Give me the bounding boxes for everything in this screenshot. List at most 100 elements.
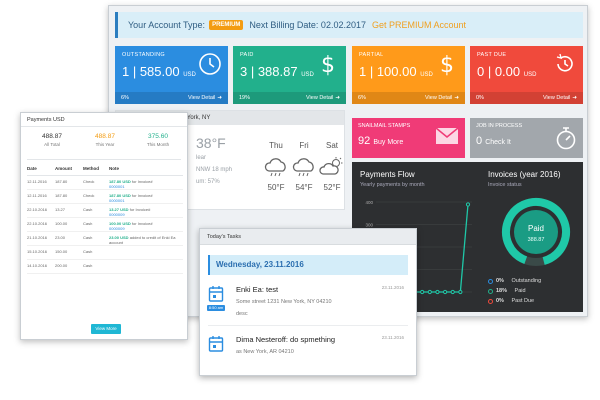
cell-note: 23.00 USD added to credit of Enki Ea acc… <box>109 231 183 246</box>
dollar-icon: $ <box>440 53 454 76</box>
summary-all-total: 488.87 All Total <box>42 133 62 147</box>
donut-center-label: Paid <box>528 224 544 233</box>
cloud-rain-icon <box>292 158 314 177</box>
cell-note <box>109 259 183 274</box>
view-more-button[interactable]: View More <box>91 324 121 334</box>
tile-percent: 6% <box>121 95 129 101</box>
cell-amount: 187.80 <box>55 189 83 204</box>
table-row: 14.10.2016 200.00 Cash <box>27 259 183 274</box>
cell-amount: 187.80 <box>55 175 83 190</box>
arrow-circle-icon: ➜ <box>217 95 222 101</box>
cell-amount: 13.27 <box>55 203 83 218</box>
column-header: Date <box>27 163 55 176</box>
tile-label: OUTSTANDING <box>122 52 165 58</box>
tile-label: SNAILMAIL STAMPS <box>358 123 411 129</box>
tile-label: PARTIAL <box>359 52 384 58</box>
data-point <box>450 289 455 295</box>
tasks-title: Today's Tasks <box>200 229 416 245</box>
cell-note: 187.80 USD for Invoice# 0000001 <box>109 189 183 204</box>
snailmail-stamps-tile[interactable]: SNAILMAIL STAMPS 92 Buy More <box>352 118 465 158</box>
data-point <box>458 289 463 295</box>
check-it-link[interactable]: Check It <box>485 139 511 146</box>
task-date: 23.11.2016 <box>381 285 404 290</box>
invoice-link[interactable]: 0000009 <box>109 211 125 217</box>
svg-text:$: $ <box>440 53 454 76</box>
payments-card: Payments USD 488.87 All Total 488.87 This … <box>20 112 188 340</box>
cell-date: 22.10.2016 <box>27 217 55 232</box>
tile-value: 92 Buy More <box>358 135 404 147</box>
calendar-icon <box>208 336 224 352</box>
tasks-date-banner: Wednesday, 23.11.2016 <box>208 255 408 275</box>
svg-text:$: $ <box>321 53 335 76</box>
invoice-link[interactable]: 0000009 <box>109 225 125 231</box>
cell-amount: 150.00 <box>55 245 83 260</box>
payments-card-title: Payments USD <box>21 113 187 127</box>
task-title: Dima Nesteroff: do spmething <box>236 335 336 344</box>
tile-percent: 19% <box>239 95 251 101</box>
task-address: Some street 1231 New York, NY 04210 <box>236 299 332 305</box>
buy-more-link[interactable]: Buy More <box>373 139 404 146</box>
cell-note: 100.00 USD for Invoice# 0000009 <box>109 217 183 232</box>
current-condition: lear <box>196 155 207 161</box>
data-point <box>427 289 432 295</box>
tile-footer: 19% View Detail ➜ <box>233 92 346 104</box>
task-item[interactable]: 8:50 am Enki Ea: test 23.11.2016 Some st… <box>207 281 408 321</box>
tile-label: PAID <box>240 52 254 58</box>
task-item[interactable]: Dima Nesteroff: do spmething 23.11.2016 … <box>208 331 408 371</box>
tile-label: PAST DUE <box>477 52 507 58</box>
tile-value: 1 | 100.00 USD <box>359 64 433 79</box>
tile-percent: 0% <box>476 95 484 101</box>
dollar-icon: $ <box>321 53 335 76</box>
stopwatch-icon <box>556 127 576 150</box>
column-header: Method <box>83 163 109 176</box>
tile-value: 0 Check It <box>476 135 511 147</box>
job-in-process-tile[interactable]: JOB IN PROCESS 0 Check It <box>470 118 583 158</box>
legend-item: 18% Paid <box>488 286 541 296</box>
summary-this-year: 488.87 This Year <box>95 133 115 147</box>
view-detail-link[interactable]: View Detail ➜ <box>187 95 222 101</box>
cell-note: 187.80 USD for Invoice# 0000001 <box>109 175 183 190</box>
payments-flow-title: Payments Flow <box>360 170 415 179</box>
payments-flow-subtitle: Yearly payments by month <box>360 182 425 188</box>
partial-tile: PARTIAL 1 | 100.00 USD $ 6% View Detail ➜ <box>352 46 465 104</box>
donut-center-value: 388.87 <box>528 237 545 243</box>
table-row: 22.10.2016 100.00 Cash 100.00 USD for Invoi… <box>27 217 183 232</box>
table-row: 12.11.2016 187.80 Check 187.80 USD for Invo… <box>27 189 183 204</box>
view-detail-link[interactable]: View Detail ➜ <box>305 95 340 101</box>
sun-cloud-icon <box>319 157 343 175</box>
cell-date: 21.10.2016 <box>27 231 55 246</box>
invoice-link[interactable]: 0000001 <box>109 197 125 203</box>
summary-this-month: 375.60 This Month <box>146 133 170 147</box>
tile-footer: 6% View Detail ➜ <box>352 92 465 104</box>
table-row: 22.10.2016 13.27 Cash 13.27 USD for Invoice… <box>27 203 183 218</box>
cell-date: 12.11.2016 <box>27 175 55 190</box>
forecast-day: Fri 54°F <box>290 141 318 192</box>
cell-note: 13.27 USD for Invoice# 0000009 <box>109 203 183 218</box>
task-date: 23.11.2016 <box>381 335 404 340</box>
outstanding-tile: OUTSTANDING 1 | 585.00 USD 6% View Detai… <box>115 46 228 104</box>
data-point <box>465 202 471 207</box>
humidity: um: 57% <box>196 179 220 185</box>
tile-value: 1 | 585.00 USD <box>122 64 196 79</box>
tile-value: 3 | 388.87 USD <box>240 64 314 79</box>
tile-percent: 6% <box>358 95 366 101</box>
cloud-rain-icon <box>264 158 286 177</box>
next-billing-date: Next Billing Date: 02.02.2017 <box>249 20 366 30</box>
cell-date: 15.10.2016 <box>27 245 55 260</box>
tile-footer: 0% View Detail ➜ <box>470 92 583 104</box>
table-row: 21.10.2016 23.00 Cash 23.00 USD added to cr… <box>27 231 183 246</box>
table-row: 15.10.2016 150.00 Cash <box>27 245 183 260</box>
cell-note <box>109 245 183 260</box>
view-detail-link[interactable]: View Detail ➜ <box>424 95 459 101</box>
account-type-bar: Your Account Type: PREMIUM Next Billing … <box>115 12 583 38</box>
data-point <box>420 289 425 295</box>
cell-method: Check <box>83 189 109 204</box>
invoice-legend: 0% Outstanding 18% Paid 0% Past Due <box>488 276 541 306</box>
invoice-link[interactable]: 0000001 <box>109 183 125 189</box>
cell-date: 14.10.2016 <box>27 259 55 274</box>
divider <box>27 159 181 160</box>
view-detail-link[interactable]: View Detail ➜ <box>542 95 577 101</box>
arrow-circle-icon: ➜ <box>335 95 340 101</box>
get-premium-link[interactable]: Get PREMIUM Account <box>371 20 467 30</box>
